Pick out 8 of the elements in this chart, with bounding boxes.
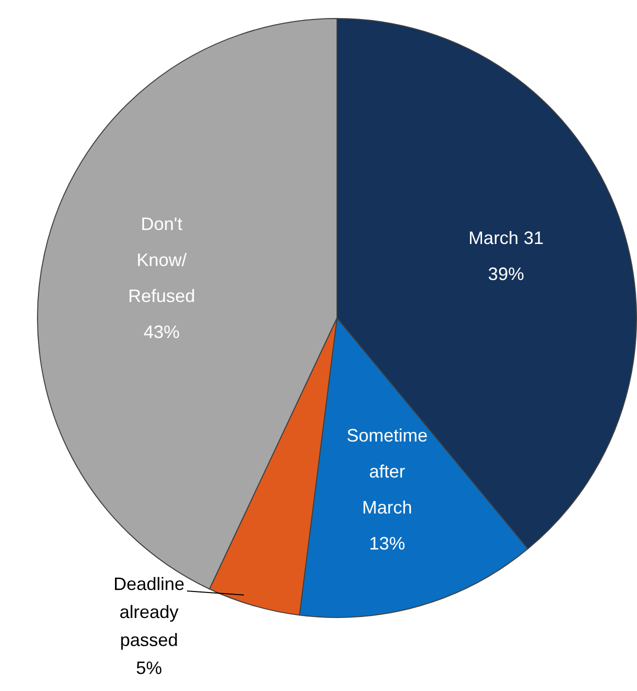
data-label: 5% bbox=[136, 658, 162, 678]
slice-label: March 31 bbox=[468, 228, 544, 248]
slice-label: Sometime after March bbox=[346, 426, 428, 518]
slice-label: Deadline already passed bbox=[113, 574, 185, 650]
data-label: 39% bbox=[488, 264, 524, 284]
data-label: 13% bbox=[369, 534, 406, 554]
data-label: 43% bbox=[144, 322, 180, 342]
slice-label: Don't Know/ Refused bbox=[128, 214, 196, 306]
